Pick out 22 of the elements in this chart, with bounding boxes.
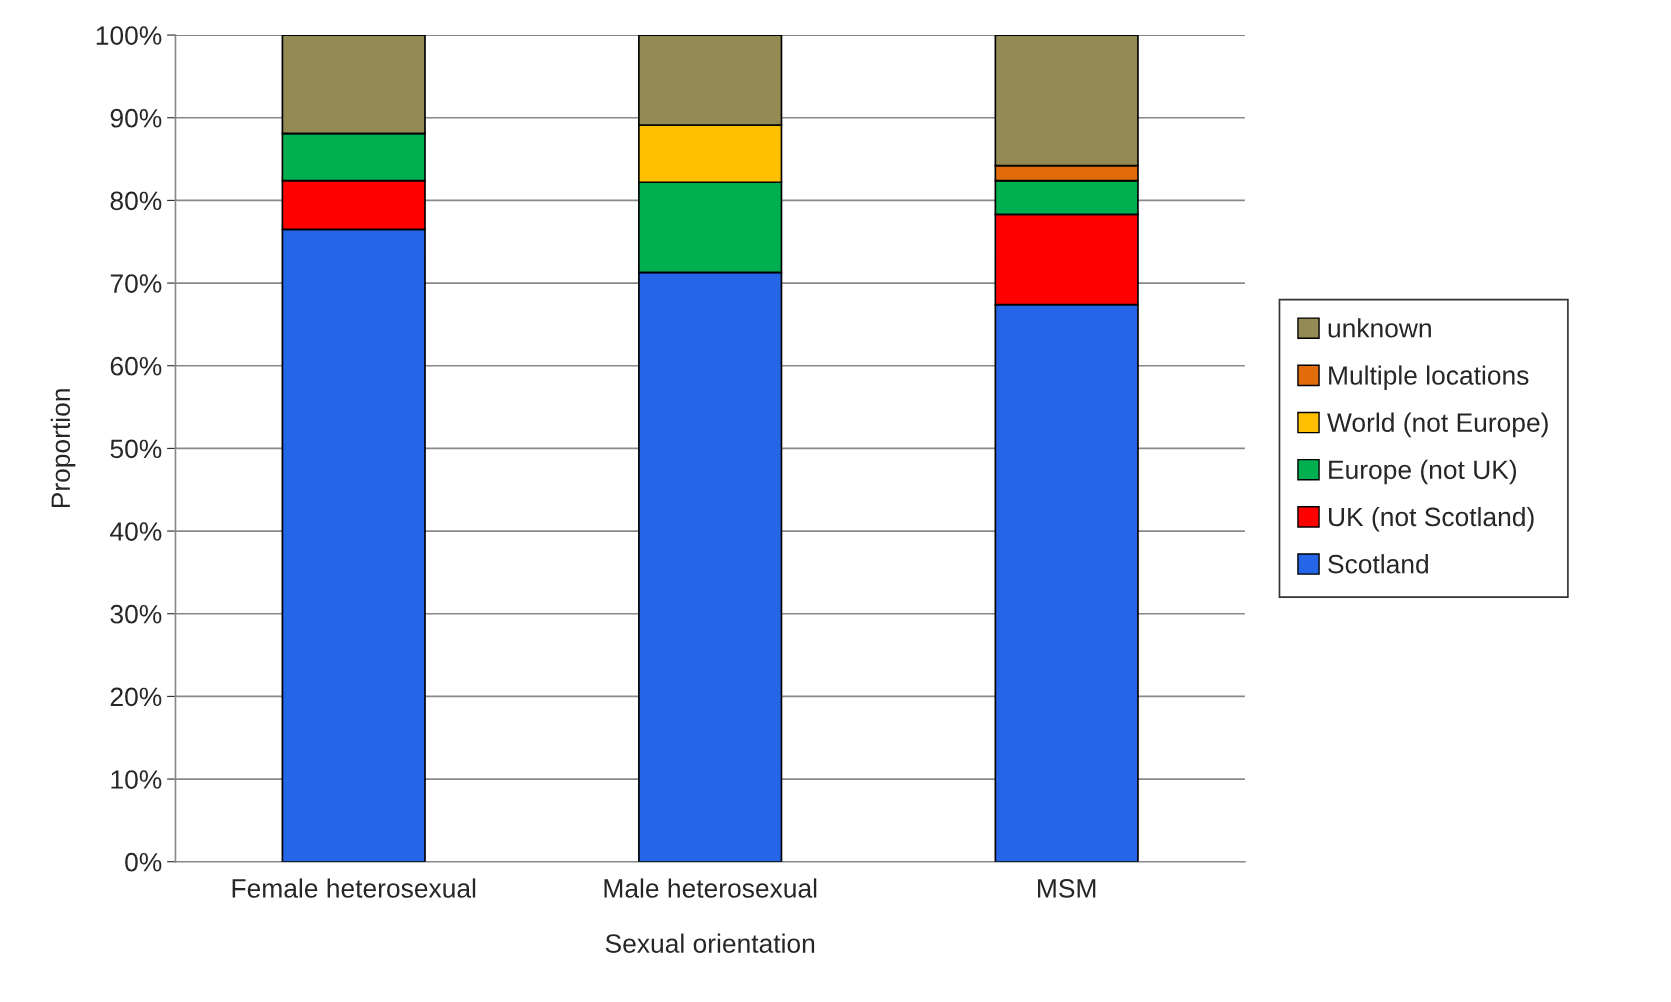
y-tick-label: 80% xyxy=(110,191,162,211)
y-tick-label: 60% xyxy=(110,356,162,376)
y-tick-label: 100% xyxy=(96,26,162,45)
y-tick-label: 30% xyxy=(110,604,162,624)
x-axis-title: Sexual orientation xyxy=(605,933,815,953)
legend-label: World (not Europe) xyxy=(1327,412,1548,438)
y-axis-title: Proportion xyxy=(50,389,76,508)
legend-label: UK (not Scotland) xyxy=(1329,506,1534,532)
legend-label: unknown xyxy=(1328,318,1431,338)
x-tick-label: Male heterosexual xyxy=(604,878,817,898)
y-tick-label: 20% xyxy=(110,687,162,707)
x-tick-label: MSM xyxy=(1038,879,1096,898)
legend-label: Scotland xyxy=(1328,554,1428,574)
legend-label: Europe (not UK) xyxy=(1329,459,1517,485)
legend-label: Multiple locations xyxy=(1329,365,1529,391)
y-tick-label: 70% xyxy=(110,274,162,293)
y-tick-label: 40% xyxy=(110,522,162,541)
y-tick-label: 10% xyxy=(111,770,162,789)
y-tick-label: 0% xyxy=(125,852,162,872)
y-tick-label: 50% xyxy=(110,439,162,459)
y-tick-label: 90% xyxy=(110,108,162,128)
x-tick-label: Female heterosexual xyxy=(232,878,476,898)
